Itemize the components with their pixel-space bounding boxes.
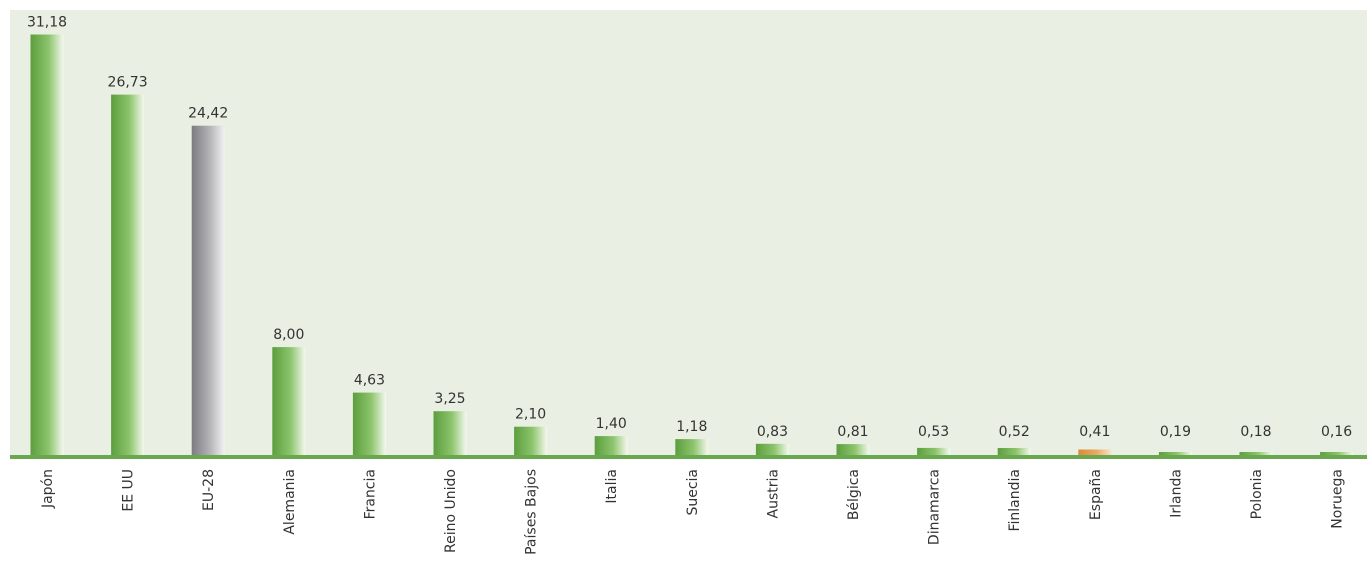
plot-background (10, 10, 1367, 456)
category-labels-layer: Japón EE UU EU-28 Alemania Francia Reino Unid… (40, 469, 1346, 555)
bar-0 (30, 34, 64, 455)
category-label-13: España (1088, 469, 1104, 520)
bar-7 (594, 436, 628, 455)
value-label-13: 0,41 (1079, 424, 1110, 440)
bar-9 (755, 443, 789, 455)
bar-2 (191, 125, 225, 455)
value-label-15: 0,18 (1240, 424, 1271, 440)
category-label-1: EE UU (121, 469, 137, 512)
bar-1 (111, 94, 145, 455)
bar-14 (1158, 452, 1192, 455)
category-label-14: Irlanda (1168, 469, 1184, 518)
bar-16 (1320, 452, 1354, 455)
value-label-8: 1,18 (676, 419, 707, 435)
bars-layer (30, 34, 1354, 455)
bar-4 (352, 392, 386, 455)
category-label-5: Reino Unido (443, 469, 459, 553)
value-label-7: 1,40 (596, 416, 627, 432)
category-label-6: Países Bajos (524, 469, 540, 555)
category-label-16: Noruega (1330, 469, 1346, 529)
category-label-7: Italia (604, 469, 620, 504)
value-label-9: 0,83 (757, 424, 788, 440)
value-label-0: 31,18 (27, 15, 67, 31)
value-label-10: 0,81 (837, 424, 868, 440)
value-label-1: 26,73 (108, 75, 148, 91)
category-label-4: Francia (362, 469, 378, 519)
bar-11 (917, 447, 951, 455)
bar-12 (997, 448, 1031, 455)
value-label-4: 4,63 (354, 373, 385, 389)
value-label-5: 3,25 (434, 391, 465, 407)
bar-8 (675, 439, 709, 455)
value-label-12: 0,52 (999, 424, 1030, 440)
bar-10 (836, 444, 870, 455)
bar-5 (433, 411, 467, 455)
category-label-15: Polonia (1249, 469, 1265, 519)
bar-6 (514, 426, 548, 455)
bar-3 (272, 347, 306, 455)
category-label-3: Alemania (282, 469, 298, 535)
category-label-11: Dinamarca (927, 469, 943, 545)
value-label-14: 0,19 (1160, 424, 1191, 440)
category-label-8: Suecia (685, 469, 701, 516)
category-label-9: Austria (765, 469, 781, 518)
value-label-16: 0,16 (1321, 424, 1352, 440)
category-label-2: EU-28 (201, 469, 217, 511)
category-label-12: Finlandia (1007, 469, 1023, 532)
value-label-2: 24,42 (188, 106, 228, 122)
category-label-0: Japón (40, 469, 56, 509)
bar-15 (1239, 452, 1273, 455)
bar-13 (1078, 449, 1112, 455)
value-label-6: 2,10 (515, 407, 546, 423)
value-labels-layer: 31,18 26,73 24,42 8,00 4,63 3,25 2,10 1,40 1,18 0… (27, 15, 1352, 441)
value-label-3: 8,00 (273, 327, 304, 343)
value-label-11: 0,53 (918, 424, 949, 440)
category-label-10: Bélgica (846, 469, 862, 520)
